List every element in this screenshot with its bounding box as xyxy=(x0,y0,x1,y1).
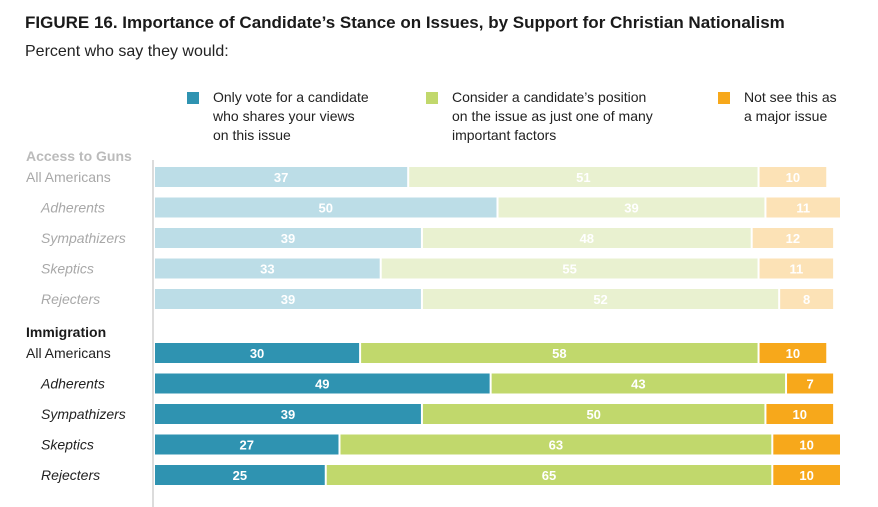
bar-segment xyxy=(759,258,834,279)
bar-segment xyxy=(422,228,751,248)
bar-segment xyxy=(340,434,772,455)
data-label: 49 xyxy=(315,377,329,392)
bar-segment xyxy=(766,197,840,218)
data-label: 48 xyxy=(580,231,594,246)
data-label: 63 xyxy=(549,438,563,453)
data-label: 50 xyxy=(586,407,600,422)
bar-segment xyxy=(155,197,497,218)
row-label: Sympathizers xyxy=(41,406,126,422)
data-label: 39 xyxy=(281,292,295,307)
data-label: 10 xyxy=(793,407,807,422)
bar-segment xyxy=(155,289,421,309)
bar-segment xyxy=(409,167,758,187)
bar-segment xyxy=(155,465,325,485)
legend-label-consider: Consider a candidate’s position on the is… xyxy=(452,89,653,143)
bar-segment xyxy=(381,258,758,279)
data-label: 55 xyxy=(562,262,576,277)
bar-segment xyxy=(155,258,380,279)
data-label: 58 xyxy=(552,346,566,361)
bar-segment xyxy=(787,373,834,394)
data-label: 50 xyxy=(319,201,333,216)
bar-segment xyxy=(773,434,840,455)
chart-title: FIGURE 16. Importance of Candidate’s Sta… xyxy=(25,13,785,32)
data-label: 12 xyxy=(786,231,800,246)
data-label: 8 xyxy=(803,292,810,307)
row-label: Sympathizers xyxy=(41,230,126,246)
row-label: All Americans xyxy=(26,345,111,361)
legend-swatch-only-vote xyxy=(187,92,199,104)
chart-subtitle: Percent who say they would: xyxy=(25,43,229,60)
legend-swatch-not-major xyxy=(718,92,730,104)
bar-segment xyxy=(155,434,339,455)
row-label: Skeptics xyxy=(41,437,94,453)
bar-segment xyxy=(326,465,772,485)
data-label: 39 xyxy=(281,231,295,246)
data-label: 10 xyxy=(799,438,813,453)
data-label: 10 xyxy=(786,346,800,361)
data-label: 11 xyxy=(796,201,810,216)
bar-segment xyxy=(491,373,786,394)
data-label: 30 xyxy=(250,346,264,361)
data-label: 7 xyxy=(806,377,813,392)
data-label: 10 xyxy=(786,170,800,185)
data-label: 11 xyxy=(789,262,803,277)
data-label: 10 xyxy=(799,468,813,483)
group-label: Access to Guns xyxy=(26,148,132,164)
bar-segment xyxy=(759,343,827,363)
bar-segment xyxy=(498,197,765,218)
data-label: 33 xyxy=(260,262,274,277)
bar-segment xyxy=(422,289,779,309)
legend-label-not-major: Not see this as a major issue xyxy=(744,89,837,124)
bar-segment xyxy=(759,167,827,187)
bar-segment xyxy=(155,373,490,394)
bar-segment xyxy=(155,343,360,363)
row-label: Rejecters xyxy=(41,291,100,307)
row-label: Skeptics xyxy=(41,261,94,277)
data-label: 37 xyxy=(274,170,288,185)
row-label: Adherents xyxy=(40,376,105,392)
row-label: Rejecters xyxy=(41,467,100,483)
data-label: 39 xyxy=(281,407,295,422)
data-label: 39 xyxy=(624,201,638,216)
data-label: 65 xyxy=(542,468,556,483)
data-label: 51 xyxy=(576,170,590,185)
bar-segment xyxy=(773,465,840,485)
bar-segment xyxy=(752,228,834,248)
bar-segment xyxy=(155,228,421,248)
row-label: Adherents xyxy=(40,200,105,216)
data-label: 52 xyxy=(593,292,607,307)
data-label: 27 xyxy=(240,438,254,453)
bar-segment xyxy=(422,404,765,424)
bar-segment xyxy=(361,343,758,363)
legend-label-only-vote: Only vote for a candidate who shares your… xyxy=(213,89,369,143)
legend-swatch-consider xyxy=(426,92,438,104)
bar-segment xyxy=(155,404,421,424)
row-label: All Americans xyxy=(26,169,111,185)
bar-segment xyxy=(780,289,834,309)
data-label: 43 xyxy=(631,377,645,392)
bar-segment xyxy=(766,404,834,424)
bar-segment xyxy=(155,167,408,187)
group-label: Immigration xyxy=(26,324,106,340)
data-label: 25 xyxy=(233,468,247,483)
